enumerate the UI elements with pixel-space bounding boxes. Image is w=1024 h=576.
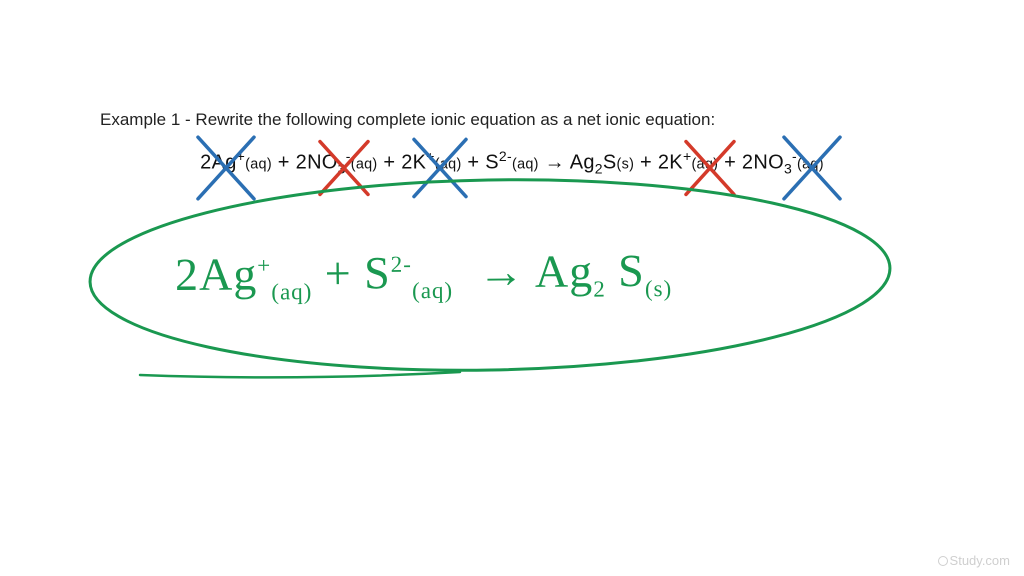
example-prompt: Example 1 - Rewrite the following comple…	[100, 110, 924, 130]
watermark: Study.com	[938, 553, 1010, 568]
net-ionic-equation-handwritten: 2Ag+(aq) + S2-(aq) → Ag2 S(s)	[175, 242, 875, 306]
complete-ionic-equation: 2Ag+(aq) + 2NO3-(aq) + 2K+(aq) + S2-(aq)…	[100, 148, 924, 177]
watermark-icon	[938, 556, 948, 566]
watermark-text: Study.com	[950, 553, 1010, 568]
